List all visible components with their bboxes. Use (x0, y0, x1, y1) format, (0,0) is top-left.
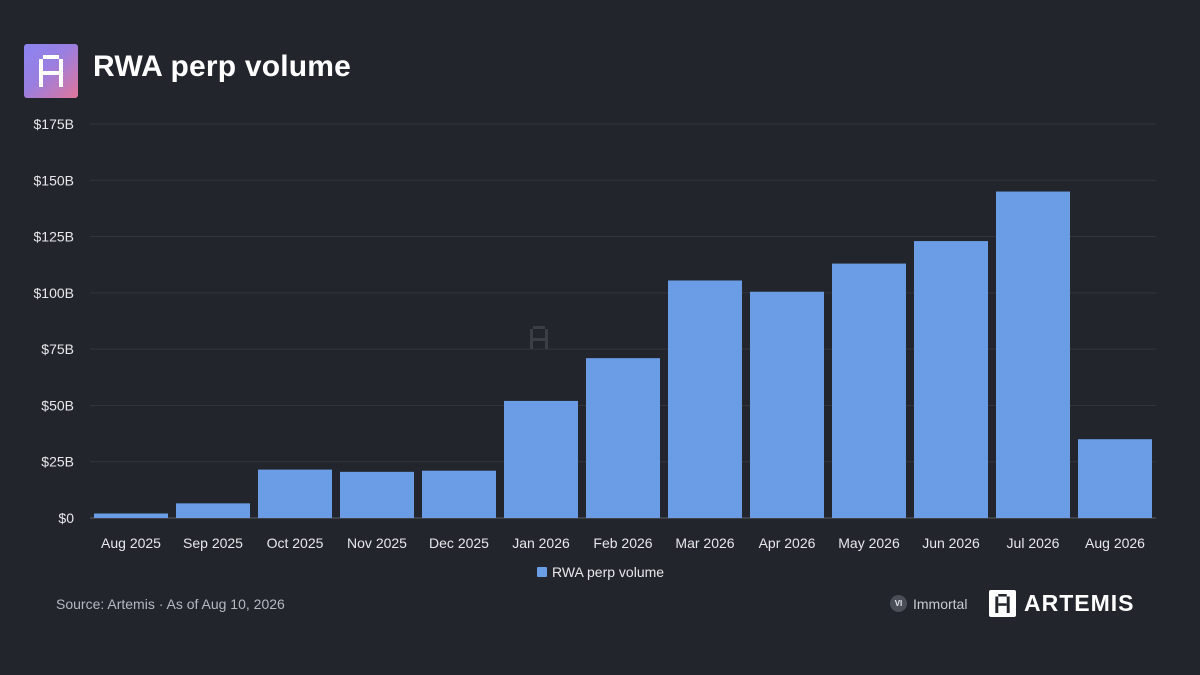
artemis-a-icon (989, 590, 1016, 617)
x-tick-label: Aug 2026 (1085, 535, 1145, 551)
y-tick-label: $175B (34, 116, 74, 132)
watermark-icon (530, 326, 548, 349)
y-tick-label: $150B (34, 172, 74, 188)
bar[interactable] (340, 471, 414, 518)
x-tick-label: Aug 2025 (101, 535, 161, 551)
immortal-brand: VI Immortal (890, 595, 967, 612)
bar[interactable] (996, 191, 1070, 519)
artemis-brand: ARTEMIS (989, 590, 1135, 617)
bar[interactable] (832, 263, 906, 518)
x-tick-label: Apr 2026 (759, 535, 816, 551)
x-tick-label: Nov 2025 (347, 535, 407, 551)
bar[interactable] (504, 400, 578, 518)
pixel-a-icon (39, 55, 63, 87)
y-tick-label: $25B (41, 454, 74, 470)
bar[interactable] (750, 291, 824, 518)
x-tick-label: Mar 2026 (675, 535, 734, 551)
y-tick-label: $125B (34, 229, 74, 245)
artemis-wordmark: ARTEMIS (1024, 590, 1135, 616)
x-tick-label: Jan 2026 (512, 535, 570, 551)
artemis-logo-icon (24, 44, 78, 98)
x-tick-label: Oct 2025 (267, 535, 324, 551)
bar[interactable] (914, 241, 988, 518)
y-tick-label: $75B (41, 341, 74, 357)
y-tick-label: $50B (41, 397, 74, 413)
bar[interactable] (1078, 439, 1152, 518)
x-tick-label: Sep 2025 (183, 535, 243, 551)
bar[interactable] (176, 503, 250, 518)
x-tick-label: May 2026 (838, 535, 900, 551)
legend-swatch (537, 567, 547, 577)
bar[interactable] (94, 513, 168, 518)
x-tick-label: Feb 2026 (593, 535, 652, 551)
x-tick-label: Jul 2026 (1007, 535, 1060, 551)
x-tick-label: Dec 2025 (429, 535, 489, 551)
y-tick-label: $0 (58, 510, 74, 526)
immortal-label: Immortal (913, 595, 968, 612)
source-note: Source: Artemis · As of Aug 10, 2026 (56, 596, 285, 612)
bar[interactable] (586, 358, 660, 518)
legend-label: RWA perp volume (552, 564, 665, 580)
y-tick-label: $100B (34, 285, 74, 301)
immortal-badge-icon: VI (890, 595, 907, 612)
bar[interactable] (258, 469, 332, 518)
x-tick-label: Jun 2026 (922, 535, 980, 551)
x-axis: Aug 2025 Sep 2025 Oct 2025 Nov 2025 Dec 2025… (101, 535, 1145, 551)
y-axis: $0 $25B $50B $75B $100B $125B $150B $175B (34, 116, 75, 526)
bar[interactable] (422, 470, 496, 518)
chart-title: RWA perp volume (93, 50, 352, 83)
legend[interactable]: RWA perp volume (537, 564, 664, 580)
bars (94, 191, 1152, 519)
bar[interactable] (668, 280, 742, 518)
